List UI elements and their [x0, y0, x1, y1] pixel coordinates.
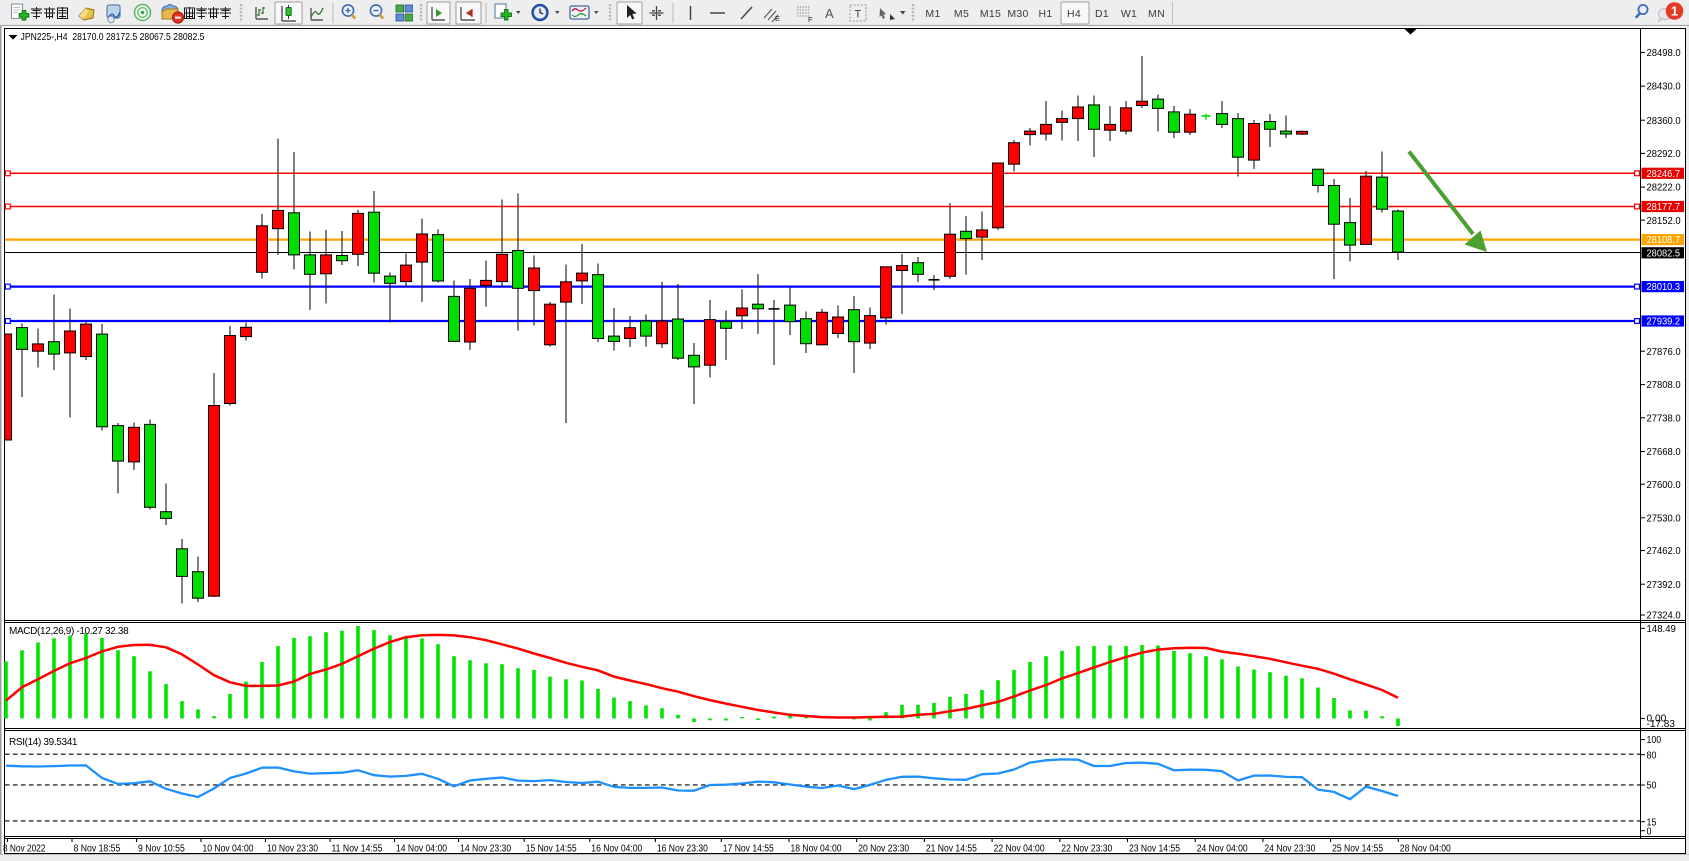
svg-text:28152.0: 28152.0: [1647, 216, 1682, 227]
svg-text:14 Nov 23:30: 14 Nov 23:30: [460, 844, 511, 855]
svg-text:27530.0: 27530.0: [1647, 513, 1682, 524]
svg-text:27738.0: 27738.0: [1647, 413, 1682, 424]
svg-text:28498.0: 28498.0: [1647, 48, 1682, 59]
svg-text:28 Nov 04:00: 28 Nov 04:00: [1400, 844, 1451, 855]
svg-text:M30: M30: [1007, 8, 1028, 20]
svg-text:21 Nov 14:55: 21 Nov 14:55: [926, 844, 977, 855]
svg-text:28177.7: 28177.7: [1647, 202, 1681, 213]
svg-text:M5: M5: [954, 8, 969, 20]
svg-text:27600.0: 27600.0: [1647, 480, 1682, 491]
svg-text:H4: H4: [1067, 8, 1081, 20]
svg-text:24 Nov 04:00: 24 Nov 04:00: [1197, 844, 1248, 855]
svg-text:W1: W1: [1121, 8, 1137, 20]
svg-text:9 Nov 10:55: 9 Nov 10:55: [138, 844, 185, 855]
svg-text:27392.0: 27392.0: [1647, 580, 1682, 591]
svg-text:28082.5: 28082.5: [1647, 248, 1681, 259]
svg-text:27668.0: 27668.0: [1647, 447, 1682, 458]
svg-text:28222.0: 28222.0: [1647, 183, 1682, 194]
svg-text:16 Nov 04:00: 16 Nov 04:00: [591, 844, 642, 855]
svg-text:MN: MN: [1148, 8, 1165, 20]
svg-text:15 Nov 14:55: 15 Nov 14:55: [526, 844, 577, 855]
svg-text:T: T: [855, 9, 862, 21]
svg-text:28360.0: 28360.0: [1647, 116, 1682, 127]
svg-text:1: 1: [1671, 4, 1678, 19]
svg-text:23 Nov 14:55: 23 Nov 14:55: [1129, 844, 1180, 855]
svg-text:17 Nov 14:55: 17 Nov 14:55: [723, 844, 774, 855]
svg-text:JPN225-,H4 28170.0 28172.5 28: JPN225-,H4 28170.0 28172.5 28067.5 28082…: [21, 31, 205, 43]
svg-text:0.00: 0.00: [1647, 714, 1667, 725]
svg-text:50: 50: [1647, 781, 1657, 792]
svg-text:16 Nov 23:30: 16 Nov 23:30: [657, 844, 708, 855]
svg-text:27808.0: 27808.0: [1647, 380, 1682, 391]
svg-text:27324.0: 27324.0: [1647, 611, 1682, 622]
svg-text:28430.0: 28430.0: [1647, 82, 1682, 93]
svg-text:10 Nov 04:00: 10 Nov 04:00: [203, 844, 254, 855]
svg-text:8 Nov 18:55: 8 Nov 18:55: [74, 844, 121, 855]
svg-text:148.49: 148.49: [1647, 624, 1677, 635]
svg-text:-17.83: -17.83: [1647, 719, 1676, 730]
svg-text:22 Nov 23:30: 22 Nov 23:30: [1061, 844, 1112, 855]
svg-text:11 Nov 14:55: 11 Nov 14:55: [332, 844, 383, 855]
svg-text:15: 15: [1647, 817, 1657, 828]
svg-text:M1: M1: [925, 8, 940, 20]
svg-text:100: 100: [1647, 735, 1662, 746]
svg-text:0: 0: [1647, 826, 1652, 837]
svg-text:RSI(14) 39.5341: RSI(14) 39.5341: [9, 737, 78, 748]
svg-text:E: E: [775, 14, 780, 23]
svg-text:10 Nov 23:30: 10 Nov 23:30: [267, 844, 318, 855]
svg-text:28292.0: 28292.0: [1647, 149, 1682, 160]
svg-text:F: F: [808, 15, 813, 24]
svg-text:H1: H1: [1038, 8, 1052, 20]
svg-text:27876.0: 27876.0: [1647, 347, 1682, 358]
svg-text:27939.2: 27939.2: [1647, 317, 1681, 328]
svg-text:20 Nov 23:30: 20 Nov 23:30: [858, 844, 909, 855]
svg-text:28246.7: 28246.7: [1647, 169, 1681, 180]
svg-text:M15: M15: [980, 8, 1001, 20]
svg-text:27462.0: 27462.0: [1647, 546, 1682, 557]
svg-text:80: 80: [1647, 750, 1657, 761]
svg-text:18 Nov 04:00: 18 Nov 04:00: [791, 844, 842, 855]
svg-text:28010.3: 28010.3: [1647, 282, 1681, 293]
svg-text:MACD(12,26,9) -10.27 32.38: MACD(12,26,9) -10.27 32.38: [9, 626, 129, 637]
svg-text:D1: D1: [1095, 8, 1109, 20]
svg-text:22 Nov 04:00: 22 Nov 04:00: [994, 844, 1045, 855]
svg-text:28108.7: 28108.7: [1647, 235, 1681, 246]
svg-text:8 Nov 2022: 8 Nov 2022: [3, 844, 46, 855]
svg-text:25 Nov 14:55: 25 Nov 14:55: [1332, 844, 1383, 855]
svg-text:A: A: [825, 6, 834, 21]
svg-text:24 Nov 23:30: 24 Nov 23:30: [1264, 844, 1315, 855]
svg-text:14 Nov 04:00: 14 Nov 04:00: [396, 844, 447, 855]
